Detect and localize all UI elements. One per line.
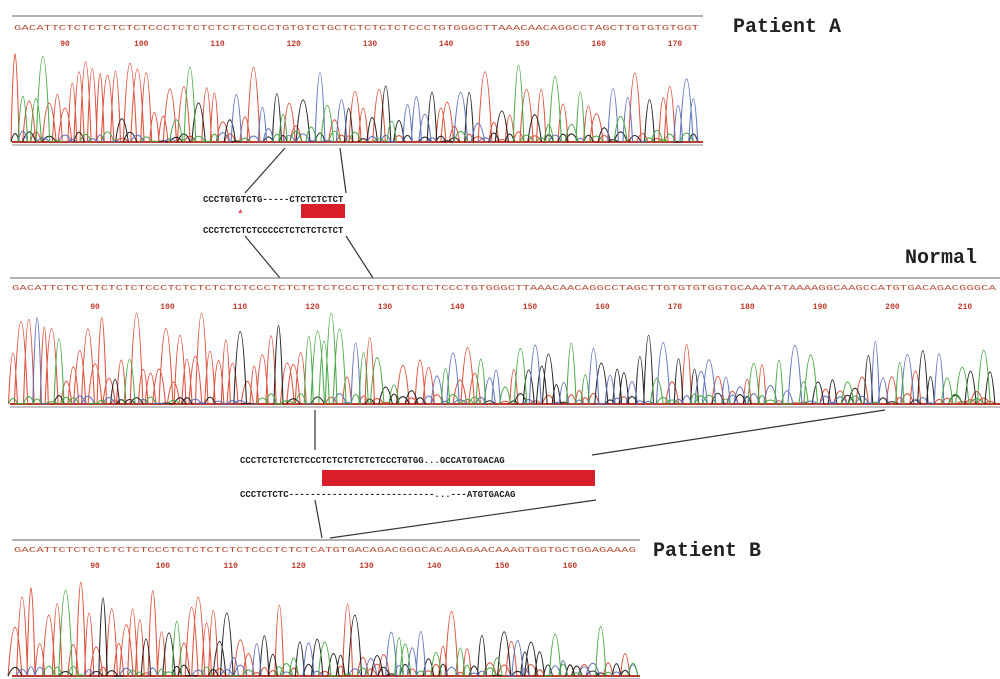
alignment-marker: * [238,207,243,221]
base-calls: GACATTCTCTCTCTCTCTCCCTCTCTCTCTCTCCCTCTCT… [14,547,636,555]
base-position: 90 [90,562,100,571]
panel-label: Normal [905,247,977,270]
base-calls: GACATTCTCTCTCTCTCTCCCTCTCTCTCTCTCCCTCTCT… [12,285,997,293]
panel-label: Patient A [733,16,841,39]
base-position: 120 [287,40,302,49]
deletion-box [301,204,345,218]
base-position: 140 [439,40,454,49]
base-position: 150 [515,40,530,49]
base-position: 210 [958,303,973,312]
base-position: 100 [160,303,175,312]
base-position: 190 [813,303,828,312]
base-position: 150 [495,562,510,571]
base-position: 110 [210,40,225,49]
connector [592,410,885,455]
base-position: 160 [592,40,607,49]
base-position: 120 [305,303,320,312]
connector [346,236,373,278]
base-position: 130 [363,40,378,49]
connector [315,500,322,538]
base-position: 110 [224,562,239,571]
base-position: 90 [90,303,100,312]
base-position: 100 [156,562,171,571]
connector [245,236,280,278]
base-calls: GACATTCTCTCTCTCTCTCCCTCTCTCTCTCTCCCTGTGT… [14,25,699,33]
base-position: 170 [668,40,683,49]
base-position: 110 [233,303,248,312]
figure: CCCTGTGTCTG-----CTCTCTCTCT * CCCTCTCTCTC… [0,0,1000,679]
chromatogram-panel: GACATTCTCTCTCTCTCTCCCTCTCTCTCTCTCCCTCTCT… [9,247,1000,407]
base-position: 130 [378,303,393,312]
base-position: 150 [523,303,538,312]
alignment-bottom: CCCTCTCTC---------------------------...-… [240,490,515,500]
base-position: 170 [668,303,683,312]
connector [340,148,346,193]
base-position: 120 [291,562,306,571]
alignment-top: CCCTCTCTCTCTCCCTCTCTCTCTCTCCCTGTGG...GCC… [240,456,505,466]
trace [54,325,995,404]
base-position: 160 [595,303,610,312]
base-position: 100 [134,40,149,49]
chromatogram-panel: GACATTCTCTCTCTCTCTCCCTCTCTCTCTCTCCCTCTCT… [8,540,761,679]
base-position: 180 [740,303,755,312]
base-position: 130 [359,562,374,571]
deletion-box [322,470,595,486]
alignment-bottom: CCCTCTCTCTCCCCCTCTCTCTCTCT [203,226,344,236]
base-position: 140 [450,303,465,312]
trace [9,313,995,404]
alignment-top: CCCTGTGTCTG-----CTCTCTCTCT [203,195,344,205]
base-position: 160 [563,562,578,571]
base-position: 90 [60,40,70,49]
connector [330,500,596,538]
trace [11,54,675,142]
panel-label: Patient B [653,540,761,563]
base-position: 140 [427,562,442,571]
base-position: 200 [885,303,900,312]
chromatogram-panel: GACATTCTCTCTCTCTCTCCCTCTCTCTCTCTCCCTGTGT… [11,16,841,145]
connector [245,148,285,193]
